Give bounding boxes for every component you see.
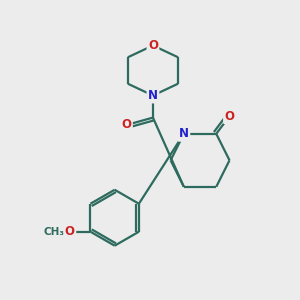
- Text: O: O: [122, 118, 131, 131]
- Text: N: N: [179, 127, 189, 140]
- Text: N: N: [148, 89, 158, 102]
- Text: O: O: [224, 110, 235, 123]
- Text: CH₃: CH₃: [43, 227, 64, 237]
- Text: O: O: [148, 39, 158, 52]
- Text: O: O: [65, 225, 75, 238]
